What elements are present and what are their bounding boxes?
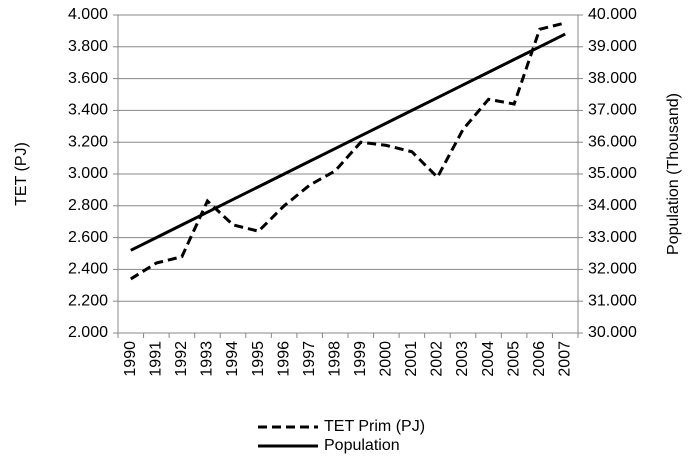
- y-axis-title: TET (PJ): [13, 142, 30, 206]
- y2-tick-label: 39.000: [588, 38, 637, 55]
- y-tick-label: 4.000: [68, 6, 108, 23]
- x-tick-label: 2002: [429, 341, 446, 377]
- x-tick-label: 1997: [301, 341, 318, 377]
- x-tick-label: 2000: [378, 341, 395, 377]
- x-tick-label: 1990: [122, 341, 139, 377]
- x-tick-label: 2005: [505, 341, 522, 377]
- y2-tick-label: 36.000: [588, 133, 637, 150]
- y-tick-label: 2.800: [68, 197, 108, 214]
- y2-tick-label: 40.000: [588, 6, 637, 23]
- series-line: [130, 32, 566, 252]
- y-tick-label: 2.000: [68, 324, 108, 341]
- series-line: [129, 21, 566, 281]
- y2-tick-label: 30.000: [588, 324, 637, 341]
- x-tick-label: 2001: [403, 341, 420, 377]
- y-tick-label: 3.000: [68, 165, 108, 182]
- y2-tick-label: 31.000: [588, 292, 637, 309]
- x-tick-label: 2007: [556, 341, 573, 377]
- x-tick-label: 2003: [454, 341, 471, 377]
- legend-label: Population: [324, 437, 400, 454]
- y-tick-label: 2.600: [68, 229, 108, 246]
- x-tick-label: 1998: [326, 341, 343, 377]
- x-tick-label: 1993: [199, 341, 216, 377]
- x-tick-label: 2006: [531, 341, 548, 377]
- x-tick-label: 1991: [148, 341, 165, 377]
- y-tick-label: 3.800: [68, 38, 108, 55]
- legend-label: TET Prim (PJ): [324, 418, 425, 435]
- x-tick-label: 1995: [250, 341, 267, 377]
- x-tick-label: 1994: [224, 341, 241, 377]
- x-tick-label: 1999: [352, 341, 369, 377]
- y-tick-label: 3.600: [68, 70, 108, 87]
- x-tick-label: 1996: [275, 341, 292, 377]
- y2-tick-label: 37.000: [588, 102, 637, 119]
- x-tick-label: 1992: [173, 341, 190, 377]
- y2-tick-label: 33.000: [588, 229, 637, 246]
- y-tick-label: 2.400: [68, 261, 108, 278]
- y-tick-label: 2.200: [68, 292, 108, 309]
- y-tick-label: 3.200: [68, 133, 108, 150]
- y2-tick-label: 34.000: [588, 197, 637, 214]
- y2-tick-label: 32.000: [588, 261, 637, 278]
- y2-axis-title: Population (Thousand): [665, 93, 682, 255]
- x-tick-label: 2004: [480, 341, 497, 377]
- y-tick-label: 3.400: [68, 102, 108, 119]
- y2-tick-label: 35.000: [588, 165, 637, 182]
- y2-tick-label: 38.000: [588, 70, 637, 87]
